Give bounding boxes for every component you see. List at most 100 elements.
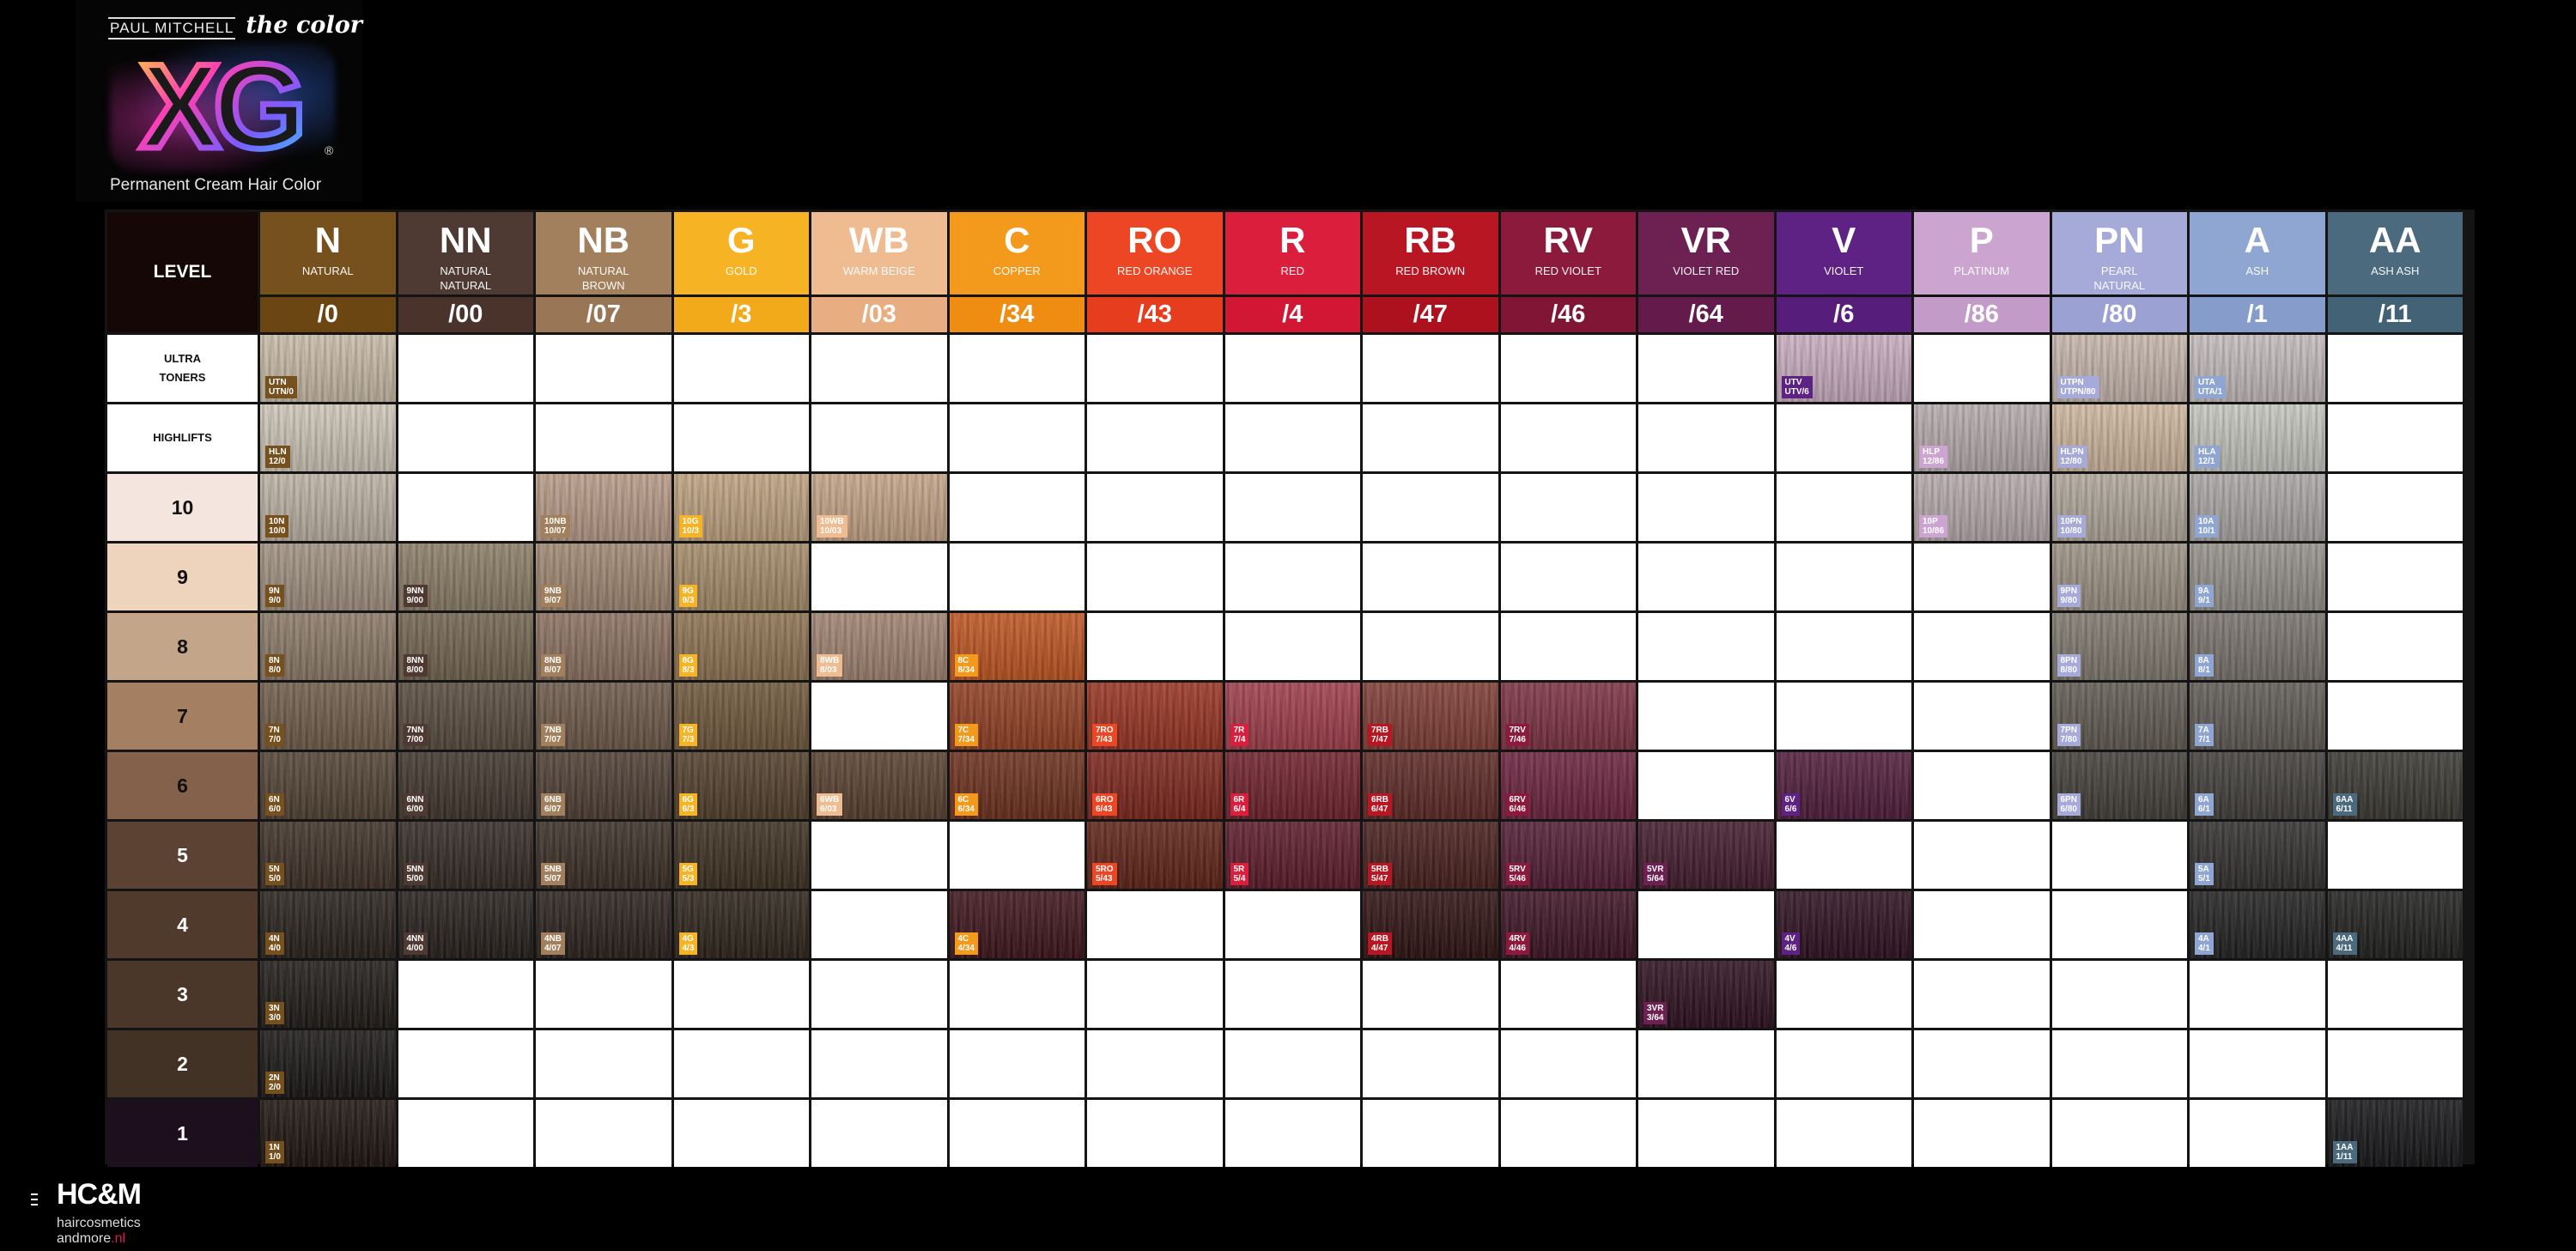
hair-swatch: 10PN 10/80 <box>2051 474 2187 541</box>
shade-tag: 7RO 7/43 <box>1092 724 1117 746</box>
hair-swatch: 4NB 4/07 <box>536 891 671 958</box>
empty-cell <box>536 961 671 1028</box>
shade-code: HLN <box>269 447 287 457</box>
shade-code: 4RB <box>1371 934 1389 944</box>
shade-code: 6RO <box>1096 795 1114 805</box>
column-name: VIOLET <box>1824 264 1864 277</box>
empty-cell <box>1224 335 1360 402</box>
shade-code: HLPN <box>2060 447 2084 457</box>
shade-tag: 6NN 6/00 <box>403 793 428 816</box>
shade-ref: 1/0 <box>269 1152 281 1162</box>
shade-code: 9A <box>2198 586 2209 596</box>
hair-swatch: 4RV 4/46 <box>1500 891 1636 958</box>
shade-code: 6G <box>682 795 694 805</box>
hcm-name: HC&M <box>57 1178 142 1211</box>
shade-code: 5NB <box>544 865 562 874</box>
shade-tag: UTV UTV/6 <box>1781 376 1813 398</box>
empty-cell <box>1087 335 1223 402</box>
shade-ref: 4/47 <box>1371 944 1388 953</box>
hair-swatch: 1AA 1/11 <box>2327 1100 2463 1167</box>
empty-cell <box>1638 683 1774 750</box>
hair-swatch: 9N 9/0 <box>260 544 396 610</box>
column-number-a: /1 <box>2190 297 2325 332</box>
hair-swatch: 4NN 4/00 <box>398 891 533 958</box>
column-name: ASH ASH <box>2371 264 2420 277</box>
shade-code: 6RV <box>1509 795 1526 805</box>
empty-cell <box>811 335 947 402</box>
empty-cell <box>1500 961 1636 1028</box>
empty-cell <box>2327 822 2463 889</box>
empty-cell <box>1363 1030 1498 1097</box>
column-code: WB <box>848 220 909 260</box>
shade-code: 5VR <box>1647 865 1664 874</box>
shade-tag: 5RV 5/46 <box>1505 863 1529 885</box>
shade-code: 9G <box>682 586 694 596</box>
shade-code: 4V <box>1784 934 1795 944</box>
shade-code: 8A <box>2198 656 2209 665</box>
shade-tag: 5RB 5/47 <box>1368 863 1393 885</box>
shade-ref: 6/80 <box>2060 805 2077 814</box>
column-header-vr: VR VIOLET RED <box>1638 212 1774 295</box>
column-header-n: N NATURAL <box>260 212 396 295</box>
shade-tag: 7R 7/4 <box>1230 724 1249 746</box>
shade-ref: 10/3 <box>682 526 699 536</box>
column-code: NB <box>577 220 630 260</box>
shade-ref: 4/6 <box>1784 944 1797 953</box>
hcm-line2-suffix: .nl <box>111 1231 126 1246</box>
brand-name: PAUL MITCHELL <box>108 17 236 39</box>
shade-code: 5A <box>2198 865 2209 874</box>
column-header-wb: WB WARM BEIGE <box>811 212 947 295</box>
column-header-nn: NN NATURAL NATURAL <box>398 212 533 295</box>
empty-cell <box>1224 1100 1360 1167</box>
hair-swatch: 10N 10/0 <box>260 474 396 541</box>
shade-code: 8C <box>957 656 969 665</box>
shade-ref: 6/03 <box>820 805 837 814</box>
shade-ref: 9/1 <box>2198 596 2210 605</box>
shade-ref: 9/07 <box>544 596 562 605</box>
brand-logo: PAUL MITCHELL the color XG ® Permanent C… <box>76 0 362 202</box>
hair-swatch: 7R 7/4 <box>1224 683 1360 750</box>
shade-ref: 7/47 <box>1371 735 1388 744</box>
shade-code: 7NN <box>406 726 424 735</box>
empty-cell <box>1914 335 2050 402</box>
hair-swatch: 10A 10/1 <box>2190 474 2325 541</box>
shade-code: 4RV <box>1509 934 1526 944</box>
shade-code: 4NB <box>544 934 562 944</box>
level-label: 5 <box>107 822 258 889</box>
shade-ref: 5/64 <box>1647 874 1664 884</box>
empty-cell <box>1914 891 2050 958</box>
shade-ref: 7/00 <box>406 735 423 744</box>
empty-cell <box>1638 613 1774 680</box>
level-label: HIGHLIFTS <box>107 404 258 471</box>
shade-tag: 9N 9/0 <box>265 585 284 607</box>
hair-swatch: 5A 5/1 <box>2190 822 2325 889</box>
shade-tag: 1AA 1/11 <box>2332 1141 2357 1163</box>
hair-swatch: 5N 5/0 <box>260 822 396 889</box>
empty-cell <box>398 335 533 402</box>
hair-swatch: HLPN 12/80 <box>2051 404 2187 471</box>
empty-cell <box>1914 1100 2050 1167</box>
shade-code: 8N <box>269 656 280 665</box>
shade-ref: 8/1 <box>2198 665 2210 675</box>
empty-cell <box>1638 335 1774 402</box>
shade-ref: 8/3 <box>682 665 695 675</box>
shade-ref: 6/4 <box>1233 805 1246 814</box>
shade-ref: 10/0 <box>269 526 286 536</box>
empty-cell <box>1363 335 1498 402</box>
hair-swatch: 5VR 5/64 <box>1638 822 1774 889</box>
shade-code: 6PN <box>2060 795 2077 805</box>
shade-tag: 5A 5/1 <box>2195 863 2214 885</box>
shade-ref: 9/80 <box>2060 596 2077 605</box>
hair-swatch: 6RV 6/46 <box>1500 752 1636 819</box>
empty-cell <box>1776 1030 1911 1097</box>
column-code: VR <box>1680 220 1731 260</box>
shade-code: 4A <box>2198 934 2209 944</box>
column-name: ASH <box>2245 264 2269 277</box>
logo-top-line: PAUL MITCHELL the color <box>108 12 362 39</box>
column-name: VIOLET RED <box>1673 264 1740 277</box>
empty-cell <box>1363 474 1498 541</box>
level-label: 6 <box>107 752 258 819</box>
empty-cell <box>1500 335 1636 402</box>
hair-swatch: 6RB 6/47 <box>1363 752 1498 819</box>
level-label: 2 <box>107 1030 258 1097</box>
